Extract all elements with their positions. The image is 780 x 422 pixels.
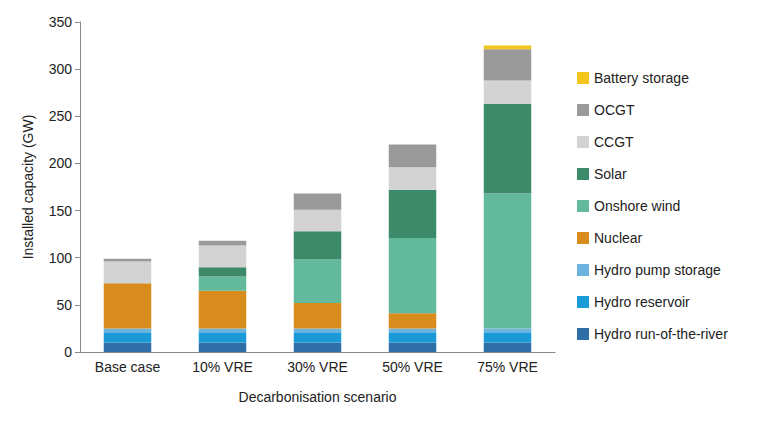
svg-text:Base case: Base case [95, 359, 161, 375]
svg-text:10% VRE: 10% VRE [192, 359, 253, 375]
svg-text:50: 50 [56, 297, 72, 313]
svg-text:Battery storage: Battery storage [594, 70, 689, 86]
svg-text:250: 250 [49, 108, 73, 124]
svg-text:150: 150 [49, 203, 73, 219]
svg-text:100: 100 [49, 250, 73, 266]
svg-text:Hydro pump storage: Hydro pump storage [594, 262, 721, 278]
svg-text:30% VRE: 30% VRE [287, 359, 348, 375]
svg-text:Nuclear: Nuclear [594, 230, 643, 246]
svg-text:Installed capacity (GW): Installed capacity (GW) [20, 115, 36, 260]
svg-text:CCGT: CCGT [594, 134, 634, 150]
svg-text:OCGT: OCGT [594, 102, 635, 118]
svg-text:Onshore wind: Onshore wind [594, 198, 680, 214]
svg-text:350: 350 [49, 14, 73, 30]
svg-text:Solar: Solar [594, 166, 627, 182]
svg-text:Hydro reservoir: Hydro reservoir [594, 294, 690, 310]
svg-text:0: 0 [64, 344, 72, 360]
svg-text:200: 200 [49, 155, 73, 171]
svg-text:300: 300 [49, 61, 73, 77]
svg-text:75% VRE: 75% VRE [477, 359, 538, 375]
svg-text:50% VRE: 50% VRE [382, 359, 443, 375]
svg-text:Hydro run-of-the-river: Hydro run-of-the-river [594, 326, 728, 342]
svg-text:Decarbonisation scenario: Decarbonisation scenario [239, 389, 397, 405]
